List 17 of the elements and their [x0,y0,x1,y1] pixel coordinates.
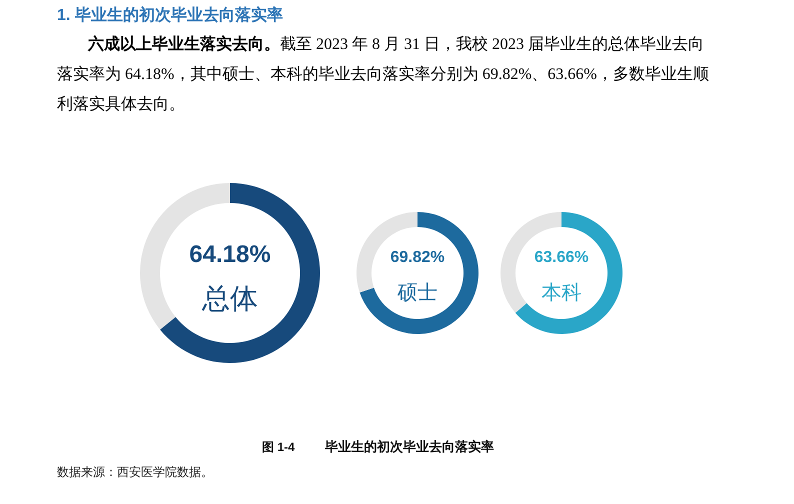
text: 六成以上毕业生落实去向。 [87,35,280,53]
data-label: 64.18% [189,241,271,268]
slice-label: 总体 [201,283,258,314]
text: 利落实具体去向。 [57,95,185,113]
donut-slice [160,183,320,363]
data-label: 63.66% [534,249,589,266]
text: 1. 毕业生的初次毕业去向落实率 [57,5,283,24]
text: 毕业生的初次毕业去向落实率 [324,439,494,454]
caption: 图 1-4 [262,440,296,454]
text: 截至 2023 年 8 月 31 日，我校 2023 届毕业生的总体毕业去向 [280,35,704,53]
slice-label: 本科 [542,282,582,304]
text: 落实率为 64.18%，其中硕士、本科的毕业去向落实率分别为 69.82%、63.66%，多数毕业生顺 [57,65,709,83]
donut-slice [515,212,622,334]
source-note: 数据来源：西安医学院数据。 [57,465,213,479]
donut-slice [360,212,478,334]
data-label: 69.82% [390,249,445,266]
slice-label: 硕士 [396,282,438,304]
